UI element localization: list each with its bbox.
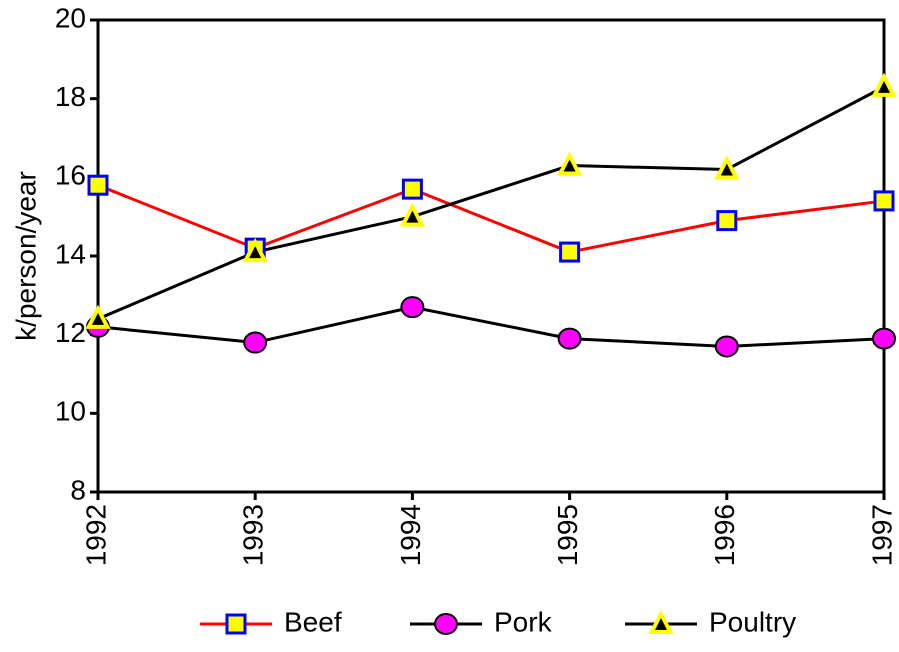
- marker-inner: [406, 210, 419, 223]
- marker-inner: [563, 159, 576, 172]
- marker-inner: [249, 246, 262, 259]
- marker: [556, 151, 583, 176]
- marker: [714, 155, 740, 180]
- marker: [225, 613, 247, 635]
- marker: [243, 331, 268, 354]
- marker: [872, 327, 896, 350]
- marker: [87, 174, 109, 196]
- legend-entry: Beef: [200, 606, 342, 637]
- x-tick-label: 1997: [866, 504, 897, 566]
- y-tick-label: 8: [70, 474, 86, 505]
- marker: [648, 609, 674, 634]
- plot-frame: [96, 18, 886, 494]
- y-tick-label: 20: [55, 2, 86, 33]
- series-line: [97, 183, 885, 254]
- marker: [871, 72, 897, 97]
- y-tick-label: 10: [55, 396, 86, 427]
- legend-label: Poultry: [709, 606, 796, 637]
- legend-entry: Poultry: [625, 606, 796, 637]
- marker: [399, 202, 426, 227]
- marker-inner: [92, 312, 104, 325]
- legend-entry: Pork: [410, 606, 553, 637]
- y-tick-label: 14: [55, 238, 86, 269]
- marker: [434, 613, 458, 635]
- x-tick-label: 1992: [80, 504, 111, 566]
- series-line: [97, 85, 885, 321]
- marker: [242, 237, 268, 263]
- marker: [557, 327, 582, 350]
- legend-label: Pork: [494, 606, 553, 637]
- marker: [716, 210, 738, 232]
- marker: [873, 190, 895, 212]
- marker: [714, 335, 739, 358]
- marker-inner: [655, 618, 667, 630]
- x-tick-label: 1994: [395, 504, 426, 566]
- series-line: [97, 305, 885, 348]
- legend-label: Beef: [284, 606, 342, 637]
- marker-inner: [720, 163, 733, 176]
- marker-inner: [878, 80, 890, 93]
- marker: [401, 178, 423, 200]
- marker: [400, 296, 425, 319]
- y-tick-label: 12: [55, 317, 86, 348]
- y-tick-label: 18: [55, 81, 86, 112]
- y-axis-label: k/person/year: [10, 171, 41, 341]
- x-tick-label: 1996: [709, 504, 740, 566]
- marker: [85, 304, 111, 329]
- x-tick-label: 1993: [238, 504, 269, 566]
- x-tick-label: 1995: [552, 504, 583, 566]
- y-tick-label: 16: [55, 160, 86, 191]
- marker: [559, 241, 581, 263]
